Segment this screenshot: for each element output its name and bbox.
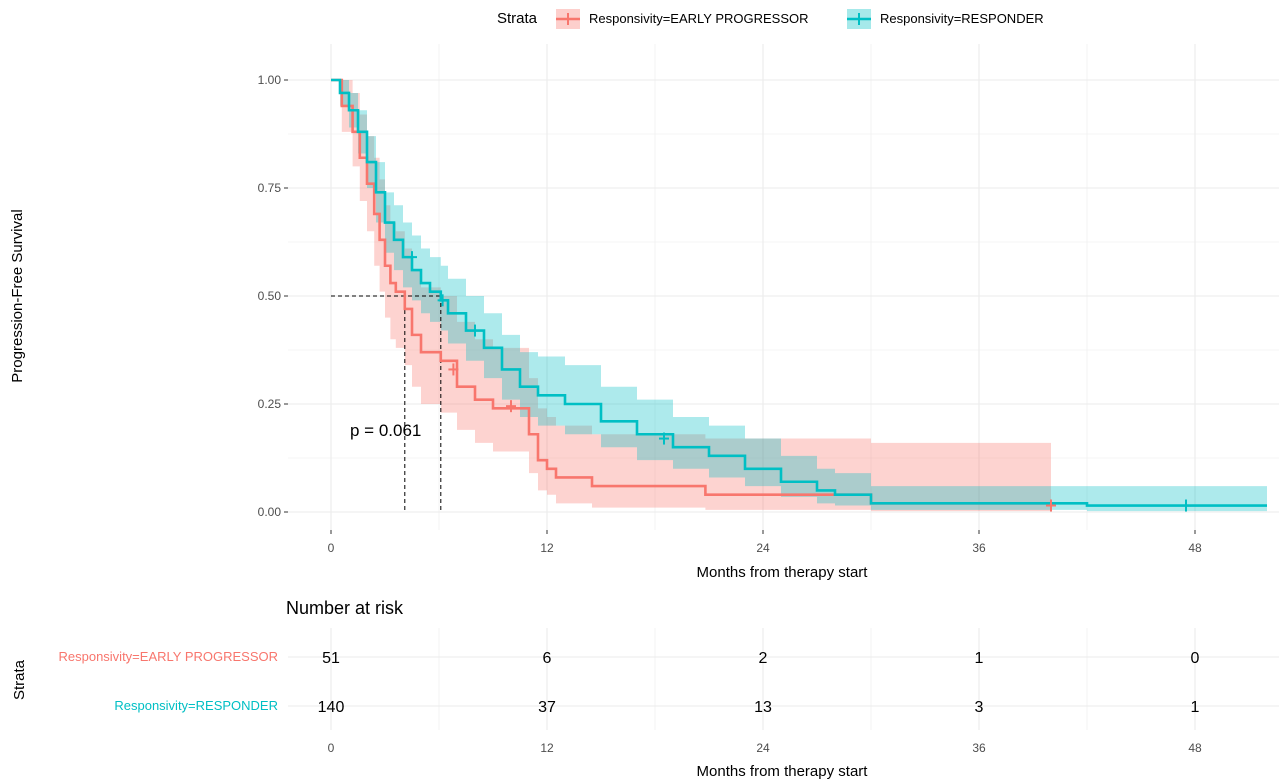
risk-x-tick-label: 24 [756,741,770,755]
legend-title: Strata [497,10,538,27]
censor-mark-early [1046,499,1056,512]
risk-x-axis-title: Months from therapy start [697,763,869,780]
risk-count-early: 51 [322,650,340,667]
risk-count-early: 0 [1191,650,1200,667]
curve-early [331,78,1051,505]
grid [288,44,1279,530]
risk-row-label-responder: Responsivity=RESPONDER [114,698,278,713]
legend: Strata Responsivity=EARLY PROGRESSOR Res… [497,9,1044,29]
survival-curves [331,78,1267,507]
risk-x-tick-label: 48 [1188,741,1202,755]
risk-grid [288,628,1279,730]
risk-counts: 51 6 2 1 0 140 37 13 3 1 [318,650,1200,716]
censor-mark-responder [407,251,417,264]
curve-responder [331,78,1267,507]
x-tick-label: 0 [328,541,335,555]
risk-count-early: 6 [543,650,552,667]
p-value: p = 0.061 [350,421,421,440]
legend-label-responder: Responsivity=RESPONDER [880,11,1044,26]
risk-x-tick-label: 0 [328,741,335,755]
y-tick-label: 0.75 [258,181,282,195]
x-tick-label: 12 [540,541,554,555]
censor-mark-early [448,363,459,376]
km-plot: Strata Responsivity=EARLY PROGRESSOR Res… [9,9,1279,581]
y-axis-title: Progression-Free Survival [9,209,26,382]
x-axis-title: Months from therapy start [697,564,869,581]
risk-table-title: Number at risk [286,598,404,618]
x-tick-label: 36 [972,541,986,555]
censor-mark-responder [470,324,480,337]
risk-count-responder: 1 [1191,699,1200,716]
censor-mark-early [506,400,516,413]
risk-count-responder: 37 [538,699,556,716]
y-tick-label: 1.00 [258,73,282,87]
risk-row-label-early: Responsivity=EARLY PROGRESSOR [58,649,278,664]
risk-count-responder: 140 [318,699,345,716]
y-tick-label: 0.00 [258,505,282,519]
risk-count-early: 1 [975,650,984,667]
risk-count-early: 2 [759,650,768,667]
legend-label-early: Responsivity=EARLY PROGRESSOR [589,11,809,26]
risk-x-tick-label: 36 [972,741,986,755]
x-tick-label: 48 [1188,541,1202,555]
y-tick-label: 0.25 [258,397,282,411]
risk-count-responder: 3 [975,699,984,716]
censor-mark-responder [659,432,669,445]
risk-x-tick-label: 12 [540,741,554,755]
risk-count-responder: 13 [754,699,772,716]
risk-y-axis-title: Strata [11,659,28,700]
risk-x-ticks: 0 12 24 36 48 [328,741,1202,755]
censor-marks [407,251,1191,512]
axis-ticks: 0 12 24 36 48 0.00 0.25 0.50 0.75 1.00 [258,73,1202,555]
censor-mark-responder [437,294,448,307]
y-tick-label: 0.50 [258,289,282,303]
median-lines [331,295,442,512]
censor-mark-responder [1181,499,1191,512]
x-tick-label: 24 [756,541,770,555]
